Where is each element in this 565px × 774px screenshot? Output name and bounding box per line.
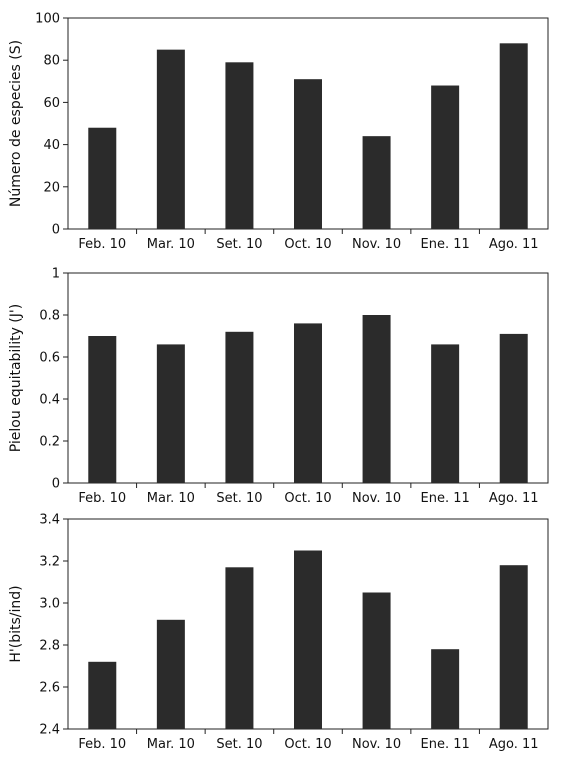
bar-1: [88, 127, 117, 229]
x-tick-label: Nov. 10: [352, 237, 401, 252]
bar-5: [362, 136, 391, 229]
y-tick-label: 40: [43, 138, 60, 153]
bar-6: [431, 649, 460, 729]
chart-panel-2: 0 0.2 0.4 0.6 0.8 1 Pielou equitability (J') Fe…: [8, 267, 549, 506]
y-tick-label: 2.8: [39, 639, 60, 654]
bar-7: [499, 565, 528, 729]
x-tick-label: Oct. 10: [284, 737, 331, 752]
bar-3: [225, 331, 254, 483]
x-tick-label: Ago. 11: [489, 491, 539, 506]
x-tick-label: Set. 10: [216, 491, 262, 506]
bar-3: [225, 567, 254, 729]
x-tick-label: Ago. 11: [489, 737, 539, 752]
x-tick-label: Nov. 10: [352, 737, 401, 752]
y-tick-label: 0: [52, 477, 60, 492]
y-tick-label: 3.2: [39, 555, 60, 570]
y-tick-label: 80: [43, 54, 60, 69]
y-tick-label: 20: [43, 180, 60, 195]
bar-2: [156, 344, 185, 483]
x-tick-label: Oct. 10: [284, 237, 331, 252]
x-tick-label: Mar. 10: [147, 237, 195, 252]
x-tick-label: Ene. 11: [421, 237, 470, 252]
bar-2: [156, 619, 185, 729]
chart-panel-3: 2.4 2.6 2.8 3.0 3.2 3.4 H'(bits/ind) Feb. 10 Mar…: [8, 513, 549, 752]
bar-4: [294, 323, 322, 483]
bar-7: [499, 43, 528, 229]
bar-5: [362, 315, 391, 483]
y-axis-label: Número de especies (S): [8, 40, 24, 207]
y-axis-label: Pielou equitability (J'): [8, 304, 24, 452]
y-tick-label: 60: [43, 96, 60, 111]
x-tick-label: Set. 10: [216, 237, 262, 252]
y-axis-label: H'(bits/ind): [8, 585, 24, 662]
y-tick-label: 0: [52, 223, 60, 238]
x-tick-label: Mar. 10: [147, 737, 195, 752]
x-tick-label: Feb. 10: [78, 491, 126, 506]
y-tick-label: 3.4: [39, 513, 60, 528]
y-tick-label: 0.2: [39, 435, 60, 450]
x-tick-label: Mar. 10: [147, 491, 195, 506]
x-tick-label: Set. 10: [216, 737, 262, 752]
bar-1: [88, 336, 117, 483]
bar-7: [499, 333, 528, 483]
x-tick-label: Oct. 10: [284, 491, 331, 506]
y-tick-label: 1: [52, 267, 60, 282]
y-tick-label: 100: [35, 12, 60, 27]
x-tick-label: Nov. 10: [352, 491, 401, 506]
bar-4: [294, 79, 322, 229]
y-tick-label: 0.6: [39, 351, 60, 366]
bar-1: [88, 661, 117, 729]
bar-2: [156, 49, 185, 230]
y-tick-label: 0.8: [39, 309, 60, 324]
x-tick-label: Ene. 11: [421, 491, 470, 506]
bar-3: [225, 62, 254, 230]
y-tick-label: 0.4: [39, 393, 60, 408]
y-tick-label: 2.4: [39, 723, 60, 738]
y-tick-label: 3.0: [39, 597, 60, 612]
bar-4: [294, 550, 322, 729]
x-tick-label: Ene. 11: [421, 737, 470, 752]
y-tick-label: 2.6: [39, 681, 60, 696]
bar-6: [431, 85, 460, 230]
x-tick-label: Ago. 11: [489, 237, 539, 252]
bar-5: [362, 592, 391, 729]
bar-6: [431, 344, 460, 483]
x-tick-label: Feb. 10: [78, 237, 126, 252]
x-tick-label: Feb. 10: [78, 737, 126, 752]
chart-panel-1: 0 20 40 60 80 100 Número de especies (S) Feb. 1…: [8, 12, 549, 252]
